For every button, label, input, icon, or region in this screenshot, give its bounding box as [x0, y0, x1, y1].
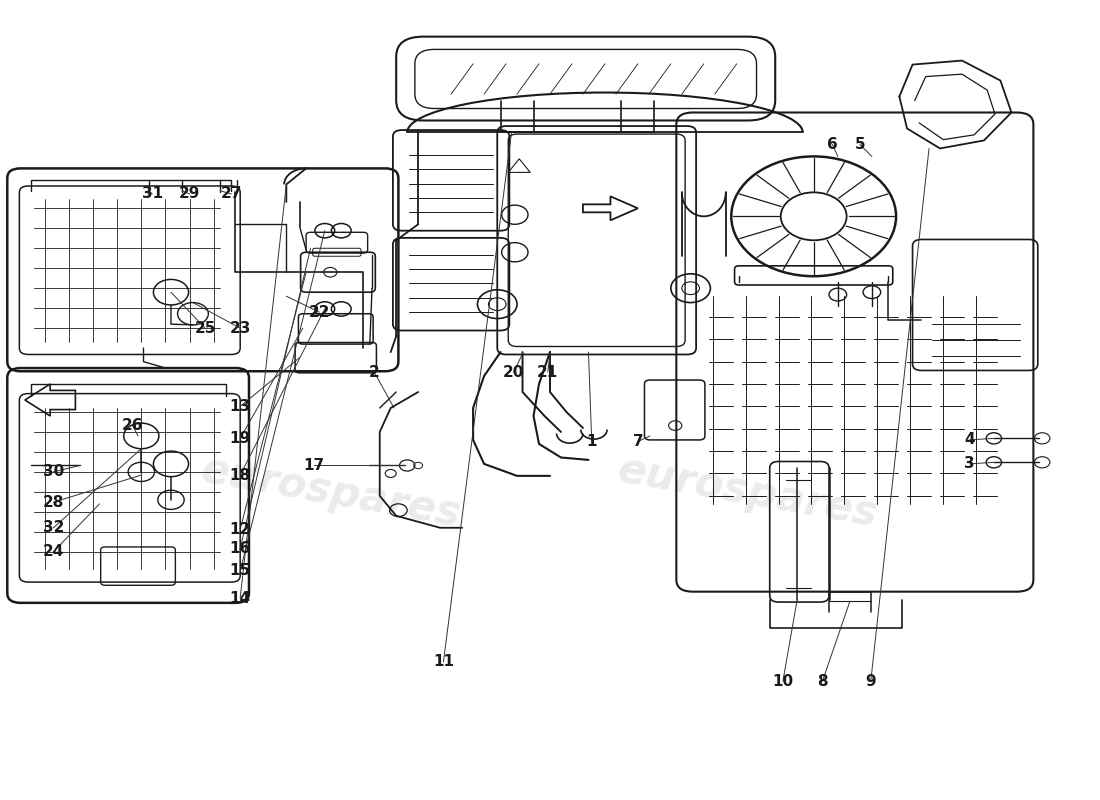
Text: 7: 7 [632, 434, 644, 449]
Text: 28: 28 [43, 494, 64, 510]
Text: 11: 11 [433, 654, 454, 670]
Text: 13: 13 [230, 399, 251, 414]
Text: 23: 23 [230, 321, 251, 336]
Text: 16: 16 [230, 541, 251, 556]
Text: 25: 25 [195, 321, 216, 336]
Text: 2: 2 [368, 365, 379, 379]
Text: 9: 9 [866, 674, 876, 689]
Text: eurospares: eurospares [615, 448, 881, 535]
Text: 26: 26 [122, 418, 143, 433]
Text: 15: 15 [230, 563, 251, 578]
Text: 24: 24 [43, 544, 64, 559]
Text: 17: 17 [304, 458, 324, 473]
Text: 21: 21 [537, 365, 559, 379]
Text: eurospares: eurospares [197, 448, 463, 535]
Text: 5: 5 [855, 137, 865, 152]
Text: 22: 22 [308, 305, 330, 320]
Text: 27: 27 [221, 186, 242, 202]
Text: 32: 32 [43, 520, 64, 535]
Text: 19: 19 [230, 431, 251, 446]
Text: 14: 14 [230, 590, 251, 606]
Text: 29: 29 [179, 186, 200, 202]
Text: 6: 6 [827, 137, 838, 152]
Text: 18: 18 [230, 467, 251, 482]
Text: 12: 12 [230, 522, 251, 537]
Text: 31: 31 [142, 186, 163, 202]
Text: 3: 3 [965, 456, 975, 471]
Text: 20: 20 [503, 365, 525, 379]
Text: 10: 10 [772, 674, 793, 689]
Text: 8: 8 [817, 674, 828, 689]
Text: 4: 4 [965, 433, 975, 447]
Text: 30: 30 [43, 464, 64, 479]
Text: 1: 1 [586, 434, 597, 449]
